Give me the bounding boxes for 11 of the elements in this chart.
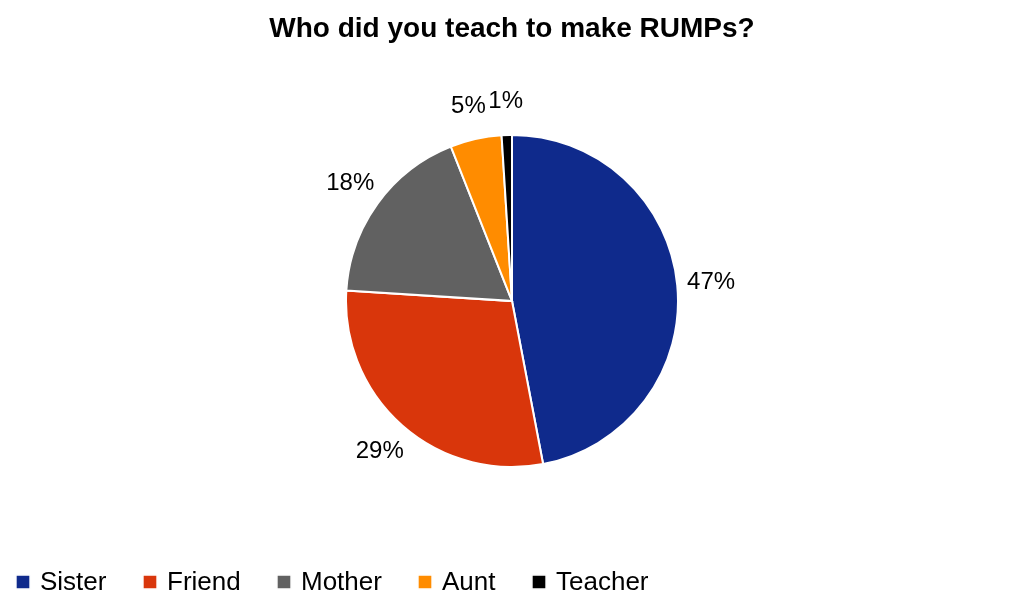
legend-label: Mother	[301, 566, 383, 596]
data-label: 29%	[355, 436, 404, 464]
legend-label: Friend	[167, 566, 241, 596]
legend-label: Aunt	[442, 566, 497, 596]
data-label: 47%	[687, 267, 736, 295]
data-label: 5%	[451, 90, 486, 118]
data-label: 1%	[488, 86, 524, 114]
data-label: 18%	[326, 168, 375, 196]
legend-label: Teacher	[556, 566, 649, 596]
chart-title: Who did you teach to make RUMPs?	[269, 12, 755, 43]
legend-label: Sister	[40, 566, 107, 596]
